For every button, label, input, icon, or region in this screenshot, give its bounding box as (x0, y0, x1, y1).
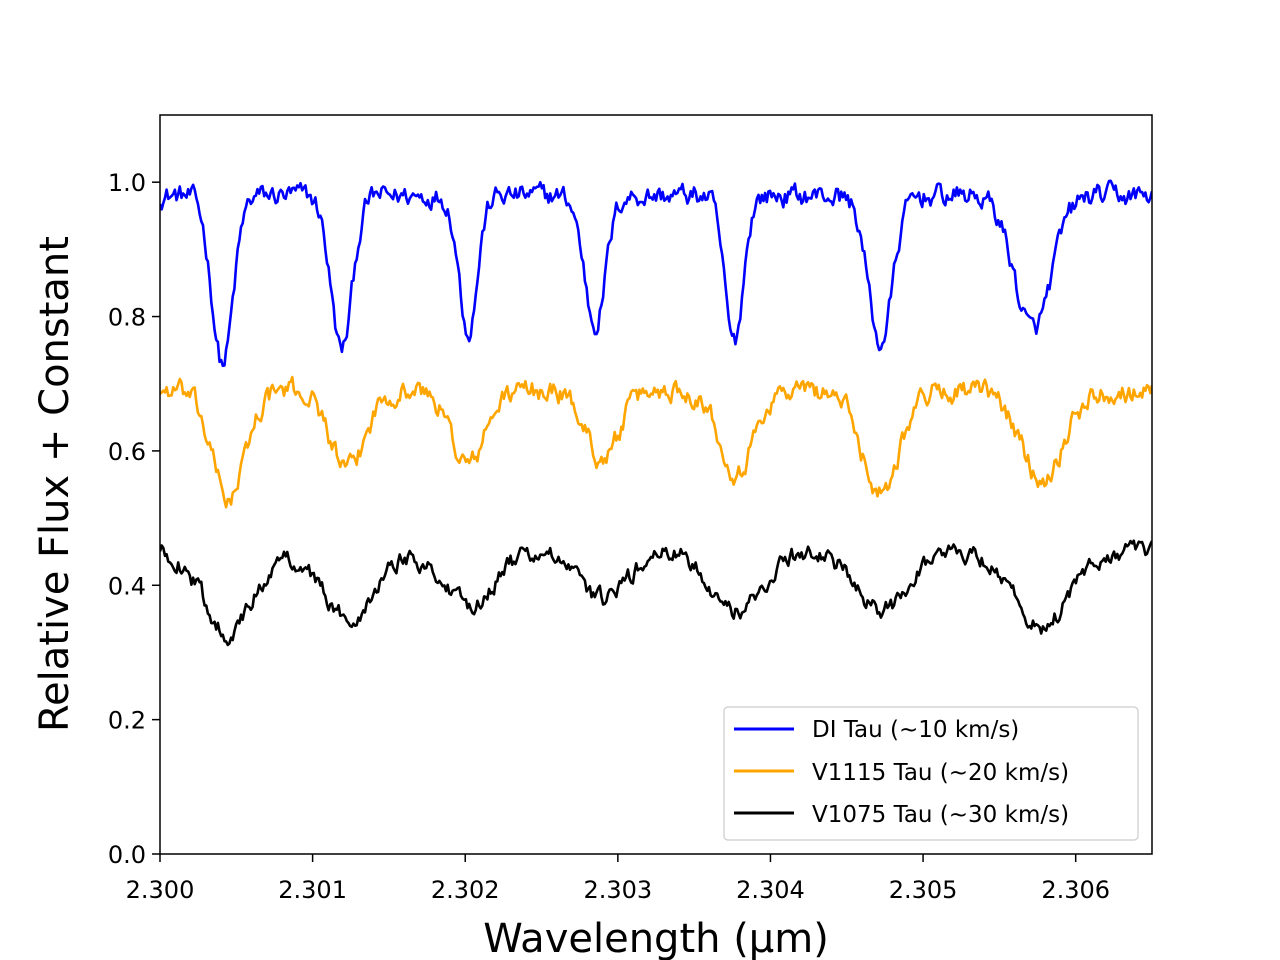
plot-area-frame (159, 114, 1153, 855)
x-tick-label: 2.304 (736, 876, 805, 904)
x-tick-label: 2.300 (126, 876, 195, 904)
x-tick-label: 2.305 (889, 876, 958, 904)
series-v1075-tau-line (160, 539, 1152, 647)
x-tick-label: 2.301 (278, 876, 347, 904)
legend: DI Tau (~10 km/s) V1115 Tau (~20 km/s) V… (723, 706, 1139, 841)
y-tick-label: 0.0 (108, 841, 146, 869)
y-tick-label: 0.8 (108, 304, 146, 332)
y-tick-label: 0.6 (108, 438, 146, 466)
series-layer (160, 179, 1152, 647)
y-axis-title: Relative Flux + Constant (32, 236, 78, 732)
series-v1115-tau-line (160, 375, 1152, 509)
y-axis-ticks: 0.0 0.2 0.4 0.6 0.8 1.0 (108, 169, 160, 869)
y-tick-label: 1.0 (108, 169, 146, 197)
x-tick-label: 2.303 (583, 876, 652, 904)
series-di-tau-line (160, 179, 1152, 368)
legend-label-v1075-tau: V1075 Tau (~30 km/s) (812, 802, 1069, 828)
legend-box (723, 706, 1139, 841)
x-tick-label: 2.306 (1041, 876, 1110, 904)
legend-label-v1115-tau: V1115 Tau (~20 km/s) (812, 760, 1069, 786)
x-tick-label: 2.302 (431, 876, 500, 904)
y-tick-label: 0.2 (108, 707, 146, 735)
legend-label-di-tau: DI Tau (~10 km/s) (812, 717, 1019, 743)
x-axis-title: Wavelength (μm) (483, 916, 829, 960)
x-axis-ticks: 2.300 2.301 2.302 2.303 2.304 2.305 2.306 (126, 854, 1110, 904)
y-tick-label: 0.4 (108, 572, 146, 600)
